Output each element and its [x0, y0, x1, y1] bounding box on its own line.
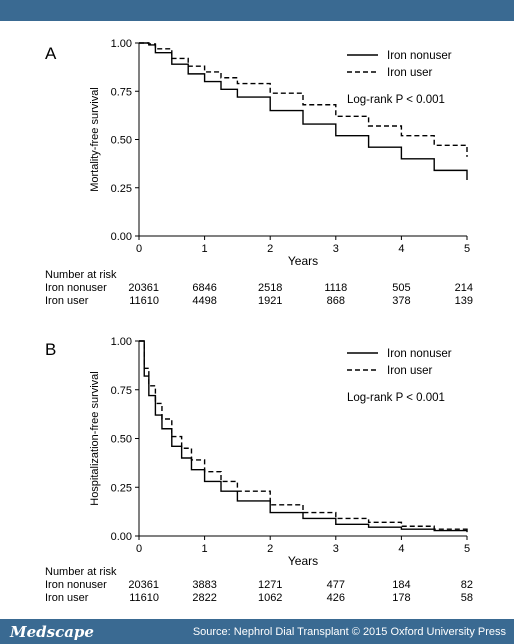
risk-value: 3883 — [192, 579, 216, 591]
risk-value: 2518 — [258, 282, 282, 294]
panel-label: B — [45, 340, 56, 359]
x-tick-label: 1 — [202, 243, 208, 255]
risk-row-label: Iron user — [45, 592, 89, 604]
risk-value: 378 — [392, 295, 410, 307]
logrank-annotation: Log-rank P < 0.001 — [347, 94, 445, 106]
series-line-iron-user — [139, 340, 468, 532]
x-tick-label: 4 — [398, 243, 404, 255]
top-bar — [0, 0, 514, 21]
x-tick-label: 0 — [136, 243, 142, 255]
source-citation: Source: Nephrol Dial Transplant © 2015 O… — [192, 625, 506, 638]
y-tick-label: 0.50 — [111, 135, 132, 147]
x-tick-label: 5 — [464, 243, 470, 255]
y-tick-label: 0.25 — [111, 482, 132, 494]
x-tick-label: 0 — [136, 543, 142, 555]
medscape-logo[interactable]: Medscape — [10, 622, 94, 641]
y-tick-label: 1.00 — [111, 336, 132, 348]
legend-label: Iron user — [387, 67, 433, 79]
logrank-annotation: Log-rank P < 0.001 — [347, 392, 445, 404]
risk-value: 11610 — [129, 295, 159, 307]
footer-bar: Medscape Source: Nephrol Dial Transplant… — [0, 619, 514, 644]
risk-value: 184 — [392, 579, 410, 591]
risk-row-label: Iron nonuser — [45, 579, 107, 591]
risk-value: 4498 — [192, 295, 216, 307]
survival-figure: A 0.00 0.25 0.50 0.75 1.00 0 1 2 3 4 5 Years Mortalit… — [45, 38, 473, 604]
x-tick-label: 4 — [398, 543, 404, 555]
risk-value: 20361 — [128, 579, 159, 591]
x-tick-label: 3 — [333, 243, 339, 255]
risk-value: 82 — [461, 579, 473, 591]
risk-value: 1271 — [258, 579, 282, 591]
y-axis-label: Mortality-free survival — [89, 87, 101, 192]
risk-value: 20361 — [128, 282, 159, 294]
x-tick-label: 1 — [202, 543, 208, 555]
risk-row-label: Iron nonuser — [45, 282, 107, 294]
risk-value: 868 — [327, 295, 345, 307]
y-tick-label: 0.00 — [111, 231, 132, 243]
risk-value: 477 — [327, 579, 345, 591]
risk-value: 11610 — [129, 592, 159, 604]
x-tick-label: 2 — [267, 543, 273, 555]
y-tick-label: 1.00 — [111, 38, 132, 50]
risk-value: 426 — [327, 592, 345, 604]
risk-value: 214 — [455, 282, 473, 294]
legend-label: Iron nonuser — [387, 50, 452, 62]
y-axis-label: Hospitalization-free survival — [89, 371, 101, 506]
y-tick-label: 0.00 — [111, 531, 132, 543]
x-tick-label: 2 — [267, 243, 273, 255]
figure: A 0.00 0.25 0.50 0.75 1.00 0 1 2 3 4 5 Years Mortalit… — [0, 21, 514, 619]
x-axis-label: Years — [288, 554, 318, 568]
x-tick-label: 3 — [333, 543, 339, 555]
risk-value: 178 — [392, 592, 410, 604]
risk-value: 505 — [392, 282, 410, 294]
x-tick-label: 5 — [464, 543, 470, 555]
risk-row-label: Iron user — [45, 295, 89, 307]
risk-value: 1062 — [258, 592, 282, 604]
risk-value: 1118 — [324, 282, 347, 294]
risk-table-header: Number at risk — [45, 269, 117, 281]
risk-value: 6846 — [192, 282, 216, 294]
series-line-iron-nonuser — [139, 340, 468, 533]
risk-value: 58 — [461, 592, 473, 604]
risk-table-header: Number at risk — [45, 566, 117, 578]
risk-value: 2822 — [192, 592, 216, 604]
risk-value: 139 — [455, 295, 473, 307]
series-line-iron-nonuser — [139, 42, 468, 181]
y-tick-label: 0.25 — [111, 183, 132, 195]
y-tick-label: 0.75 — [111, 86, 132, 98]
legend-label: Iron user — [387, 365, 433, 377]
series-line-iron-user — [139, 42, 468, 157]
legend-label: Iron nonuser — [387, 348, 452, 360]
y-tick-label: 0.50 — [111, 434, 132, 446]
panel-label: A — [45, 44, 57, 63]
risk-value: 1921 — [258, 295, 282, 307]
x-axis-label: Years — [288, 254, 318, 268]
y-tick-label: 0.75 — [111, 385, 132, 397]
